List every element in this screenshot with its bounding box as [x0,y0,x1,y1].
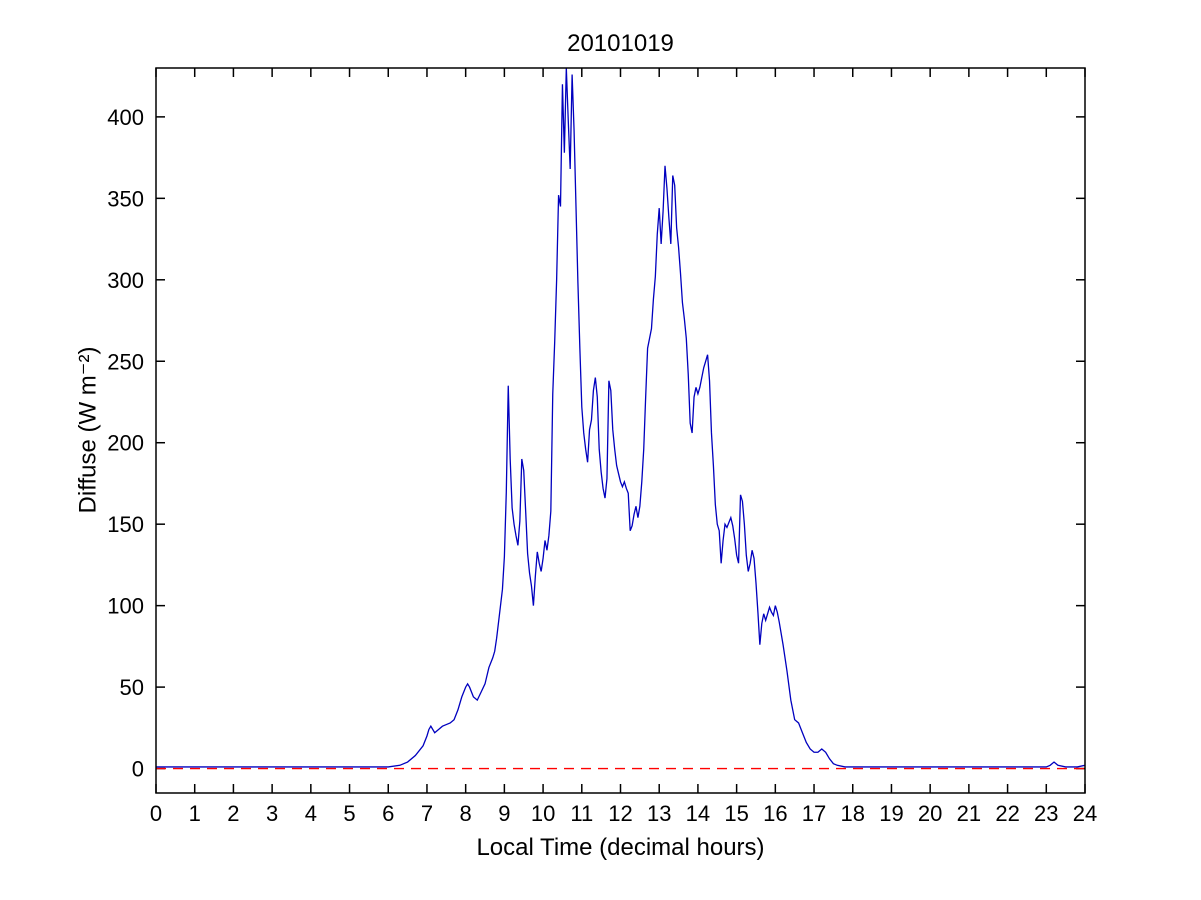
x-tick-label: 17 [802,801,826,826]
x-tick-label: 0 [150,801,162,826]
y-tick-label: 250 [107,349,144,374]
y-tick-label: 300 [107,268,144,293]
x-tick-label: 4 [305,801,317,826]
x-tick-label: 21 [957,801,981,826]
x-tick-label: 9 [498,801,510,826]
y-tick-label: 100 [107,594,144,619]
x-tick-label: 7 [421,801,433,826]
chart-title: 20101019 [567,30,674,57]
x-tick-label: 19 [879,801,903,826]
y-tick-label: 200 [107,431,144,456]
x-tick-label: 20 [918,801,942,826]
x-tick-label: 11 [570,801,593,826]
x-tick-label: 5 [343,801,355,826]
y-tick-label: 0 [132,757,144,782]
x-tick-label: 12 [608,801,632,826]
y-tick-label: 150 [107,512,144,537]
axes-box [155,67,1086,794]
x-tick-label: 10 [531,801,555,826]
x-tick-label: 18 [841,801,865,826]
x-tick-label: 15 [724,801,748,826]
x-tick-label: 2 [227,801,239,826]
x-tick-label: 23 [1034,801,1058,826]
x-tick-label: 22 [995,801,1019,826]
x-tick-label: 13 [647,801,671,826]
x-tick-label: 6 [382,801,394,826]
x-tick-label: 14 [686,801,710,826]
x-axis-label: Local Time (decimal hours) [476,834,765,861]
y-tick-label: 50 [120,675,144,700]
x-tick-label: 1 [189,801,201,826]
series-diffuse-irradiance [156,68,1085,768]
x-tick-label: 16 [763,801,787,826]
x-tick-label: 8 [460,801,472,826]
x-tick-label: 24 [1073,801,1097,826]
y-tick-label: 400 [107,105,144,130]
x-tick-label: 3 [266,801,278,826]
y-tick-label: 350 [107,186,144,211]
